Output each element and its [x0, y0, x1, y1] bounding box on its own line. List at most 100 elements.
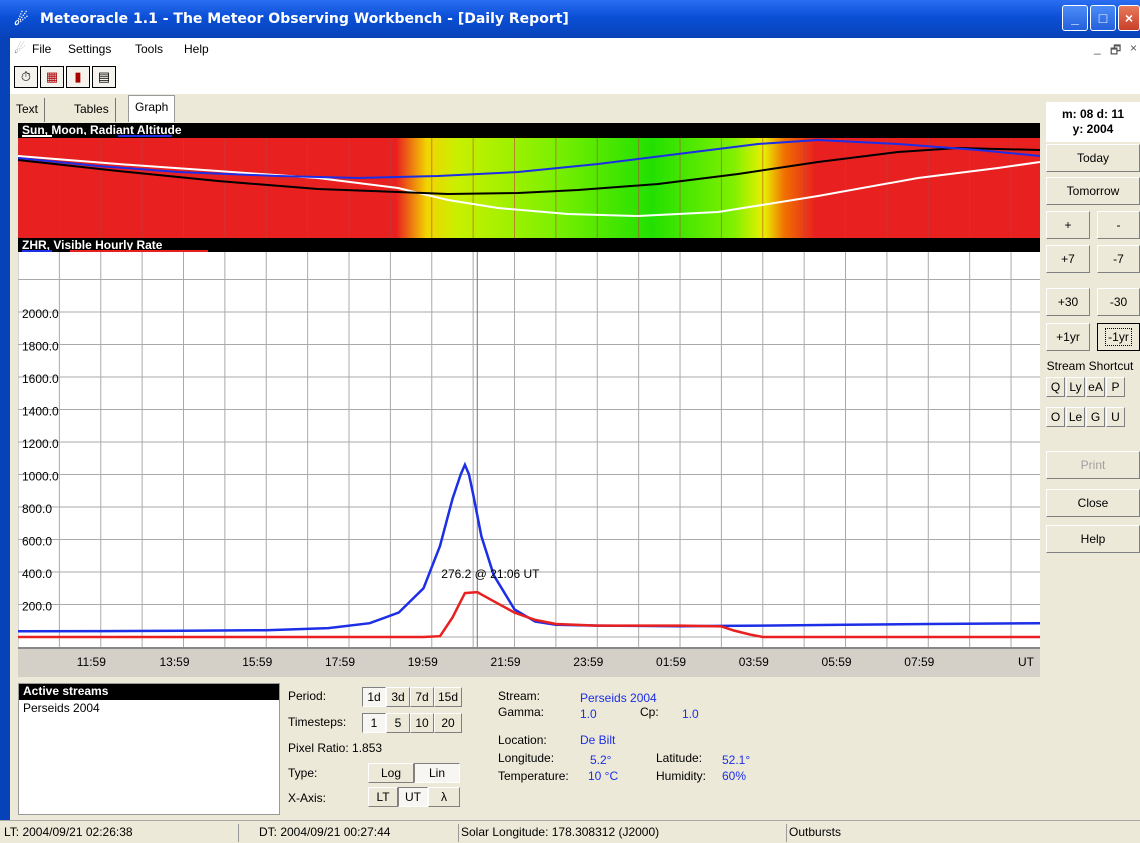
type-lin-button[interactable]: Lin [414, 763, 460, 783]
report-panel: Text Tables Graph Sun, Moon, Radiant Alt… [10, 94, 1140, 820]
x-tick-label: 05:59 [821, 655, 852, 669]
longitude-value: 5.2° [590, 753, 612, 767]
radiant-legend-swatch [118, 135, 172, 137]
calendar-icon[interactable]: ▦ [40, 66, 64, 88]
menu-tools[interactable]: Tools [135, 42, 164, 56]
shortcut-le-button[interactable]: Le [1066, 407, 1085, 427]
timestep-20-button[interactable]: 20 [434, 713, 462, 733]
mdi-close-button[interactable]: × [1130, 41, 1138, 55]
previous-day-button[interactable]: - [1097, 211, 1140, 239]
list-item[interactable]: Perseids 2004 [23, 701, 100, 715]
x-tick-label: 15:59 [242, 655, 273, 669]
menu-bar: ☄ File Settings Tools Help _ 🗗 × [10, 38, 1140, 60]
x-tick-label: 21:59 [490, 655, 521, 669]
timestep-5-button[interactable]: 5 [386, 713, 410, 733]
gamma-label: Gamma: [498, 705, 545, 719]
tomorrow-button[interactable]: Tomorrow [1046, 177, 1140, 205]
minimize-button[interactable]: _ [1062, 5, 1088, 31]
shortcut-ly-button[interactable]: Ly [1066, 377, 1085, 397]
y-tick-label: 200.0 [22, 600, 52, 614]
window-border [0, 38, 10, 820]
minus-1yr-label: -1yr [1105, 328, 1132, 346]
menu-file[interactable]: File [32, 42, 52, 56]
minus-30-button[interactable]: -30 [1097, 288, 1140, 316]
y-tick-label: 1400.0 [22, 405, 59, 419]
bottom-panel: Active streams Perseids 2004 Period: 1d … [18, 683, 1040, 815]
maximize-button[interactable]: □ [1090, 5, 1116, 31]
x-tick-label: 19:59 [407, 655, 438, 669]
date-year: y: 2004 [1072, 122, 1114, 136]
timestep-10-button[interactable]: 10 [410, 713, 434, 733]
shortcut-p-button[interactable]: P [1106, 377, 1125, 397]
menu-help[interactable]: Help [184, 42, 209, 56]
sun-altitude-line [17, 155, 1041, 218]
location-value: De Bilt [580, 733, 616, 747]
zhr-panel-header: ZHR, Visible Hourly Rate [18, 238, 1040, 252]
period-3d-button[interactable]: 3d [386, 687, 410, 707]
help-button[interactable]: Help [1046, 525, 1140, 553]
x-axis-bar: 11:59 13:59 15:59 17:59 19:59 21:59 23:59 01:59… [18, 647, 1040, 677]
peak-annotation: 276.2 @ 21:06 UT [441, 567, 540, 581]
active-streams-header: Active streams [19, 684, 279, 700]
shortcut-g-button[interactable]: G [1086, 407, 1105, 427]
x-tick-label: 23:59 [573, 655, 604, 669]
xaxis-lambda-button[interactable]: λ [428, 787, 460, 807]
mdi-restore-button[interactable]: 🗗 [1110, 43, 1122, 57]
clock-icon[interactable]: ⏱ [14, 66, 38, 88]
tab-tables[interactable]: Tables [68, 98, 116, 122]
period-7d-button[interactable]: 7d [410, 687, 434, 707]
xaxis-ut-button[interactable]: UT [398, 787, 428, 807]
timestep-1-button[interactable]: 1 [362, 713, 386, 733]
period-15d-button[interactable]: 15d [434, 687, 462, 707]
status-local-time: LT: 2004/09/21 02:26:38 [4, 825, 133, 839]
menu-settings[interactable]: Settings [68, 42, 112, 56]
tab-graph[interactable]: Graph [128, 95, 176, 122]
x-tick-label: 03:59 [738, 655, 769, 669]
today-button[interactable]: Today [1046, 144, 1140, 172]
y-tick-label: 2000.0 [22, 307, 59, 321]
close-button[interactable]: Close [1046, 489, 1140, 517]
shortcut-ea-button[interactable]: eA [1086, 377, 1105, 397]
document-icon[interactable]: ☄ [14, 41, 26, 56]
mdi-minimize-button[interactable]: _ [1094, 41, 1101, 55]
period-1d-button[interactable]: 1d [362, 687, 386, 707]
date-month-day: m: 08 d: 11 [1061, 107, 1125, 121]
x-tick-label: UT [1018, 655, 1034, 669]
shortcut-q-button[interactable]: Q [1046, 377, 1065, 397]
location-label: Location: [498, 733, 547, 747]
radiant-panel-title: Sun, Moon, Radiant Altitude [22, 123, 182, 137]
next-day-button[interactable]: + [1046, 211, 1090, 239]
shortcut-u-button[interactable]: U [1106, 407, 1125, 427]
calculator-icon[interactable]: ▤ [92, 66, 116, 88]
active-streams-list: Active streams Perseids 2004 [18, 683, 280, 815]
type-log-button[interactable]: Log [368, 763, 414, 783]
plus-7-button[interactable]: +7 [1046, 245, 1090, 273]
visible-series-line [18, 590, 1040, 639]
bar-chart-icon[interactable]: ▮ [66, 66, 90, 88]
x-tick-label: 17:59 [325, 655, 356, 669]
toolbar: ⏱ ▦ ▮ ▤ [10, 60, 1140, 94]
gamma-value: 1.0 [580, 707, 597, 721]
y-tick-label: 600.0 [22, 535, 52, 549]
window-title: Meteoracle 1.1 - The Meteor Observing Wo… [40, 11, 569, 27]
humidity-value: 60% [722, 769, 747, 783]
minus-7-button[interactable]: -7 [1097, 245, 1140, 273]
xaxis-lt-button[interactable]: LT [368, 787, 398, 807]
title-bar: ☄ Meteoracle 1.1 - The Meteor Observing … [0, 0, 1140, 38]
meteor-app-icon[interactable]: ☄ [14, 12, 29, 29]
plus-30-button[interactable]: +30 [1046, 288, 1090, 316]
tab-text[interactable]: Text [10, 98, 46, 122]
y-tick-label: 1600.0 [22, 372, 59, 386]
y-tick-label: 1800.0 [22, 340, 59, 354]
close-window-button[interactable]: × [1118, 5, 1140, 31]
shortcut-o-button[interactable]: O [1046, 407, 1065, 427]
xaxis-label: X-Axis: [288, 791, 327, 805]
radiant-altitude-chart [17, 138, 1041, 238]
zhr-legend-swatch [22, 250, 52, 252]
temperature-value: 10 °C [588, 769, 619, 783]
x-tick-label: 13:59 [159, 655, 190, 669]
radiant-altitude-line [17, 138, 1041, 180]
minus-1yr-button[interactable]: -1yr [1097, 323, 1140, 351]
print-button[interactable]: Print [1046, 451, 1140, 479]
plus-1yr-button[interactable]: +1yr [1046, 323, 1090, 351]
